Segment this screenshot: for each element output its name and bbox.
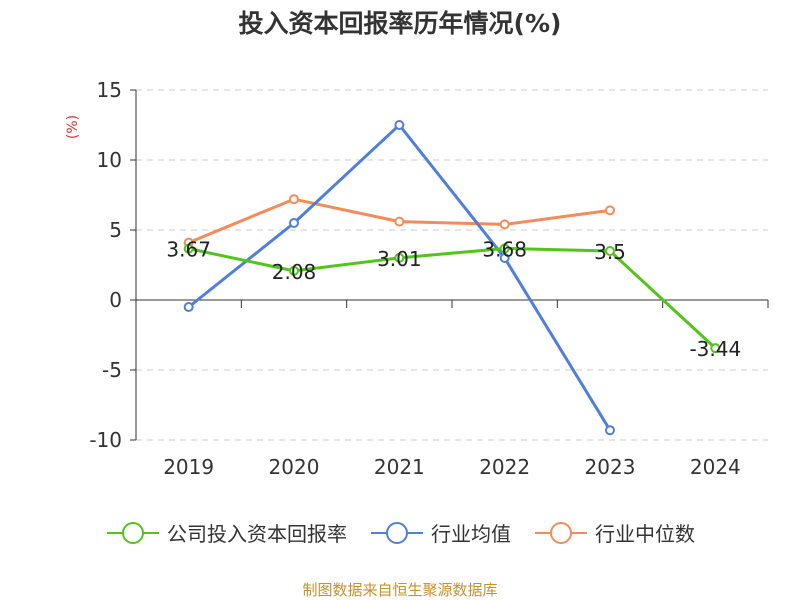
series-point-2 <box>394 216 405 227</box>
series-point-1 <box>394 120 405 130</box>
data-label: 3.68 <box>482 237 527 261</box>
y-tick-label: 15 <box>97 78 122 102</box>
series-point-0 <box>183 243 194 254</box>
legend-label-industry-mean: 行业均值 <box>431 522 511 546</box>
x-tick-label: 2020 <box>269 455 320 479</box>
data-label: 3.5 <box>594 240 626 264</box>
series-point-1 <box>499 253 510 263</box>
series-point-1 <box>605 425 615 436</box>
legend-label-industry-median: 行业中位数 <box>595 522 695 546</box>
y-tick-label: 5 <box>109 218 122 242</box>
legend-item-industry-mean[interactable]: 行业均值 <box>369 518 511 547</box>
series-line-0 <box>188 246 717 350</box>
y-tick-label: -10 <box>89 428 122 452</box>
y-tick-label: 0 <box>109 288 122 312</box>
source-footer: 制图数据来自恒生聚源数据库 <box>302 581 498 599</box>
series-point-0 <box>710 343 721 354</box>
data-label: 3.01 <box>377 247 422 271</box>
x-tick-label: 2019 <box>163 455 214 479</box>
y-tick-label: -5 <box>102 358 122 382</box>
series-point-0 <box>499 243 510 254</box>
legend-swatch-industry-mean <box>371 521 423 544</box>
chart-plot-area: -10 -5 0 5 10 15 2019 2020 2021 2022 2023 2024 3.67 2… <box>89 78 769 479</box>
data-label: 2.08 <box>272 260 317 284</box>
series-point-2 <box>289 194 299 205</box>
series-point-1 <box>183 302 194 312</box>
x-tick-label: 2024 <box>690 455 741 479</box>
chart-title: 投入资本回报率历年情况(%) <box>238 9 562 38</box>
legend: 公司投入资本回报率 行业均值 行业中位数 <box>0 518 800 547</box>
series-point-0 <box>394 252 405 263</box>
series-point-2 <box>499 219 510 230</box>
x-tick-label: 2023 <box>585 455 636 479</box>
x-tick-label: 2022 <box>479 455 530 479</box>
series-point-0 <box>605 246 615 256</box>
series-point-1 <box>289 218 299 228</box>
series-line-1 <box>187 123 612 431</box>
legend-swatch-industry-median <box>535 521 587 544</box>
legend-label-company: 公司投入资本回报率 <box>167 522 347 546</box>
legend-item-industry-median[interactable]: 行业中位数 <box>533 518 695 547</box>
series-point-0 <box>289 265 299 276</box>
series-point-2 <box>605 205 615 216</box>
legend-item-company[interactable]: 公司投入资本回报率 <box>105 518 347 547</box>
x-tick-label: 2021 <box>374 455 425 479</box>
data-label: 3.67 <box>166 238 211 262</box>
data-label: -3.44 <box>689 337 741 361</box>
legend-swatch-company <box>107 521 159 544</box>
y-tick-label: 10 <box>97 148 122 172</box>
